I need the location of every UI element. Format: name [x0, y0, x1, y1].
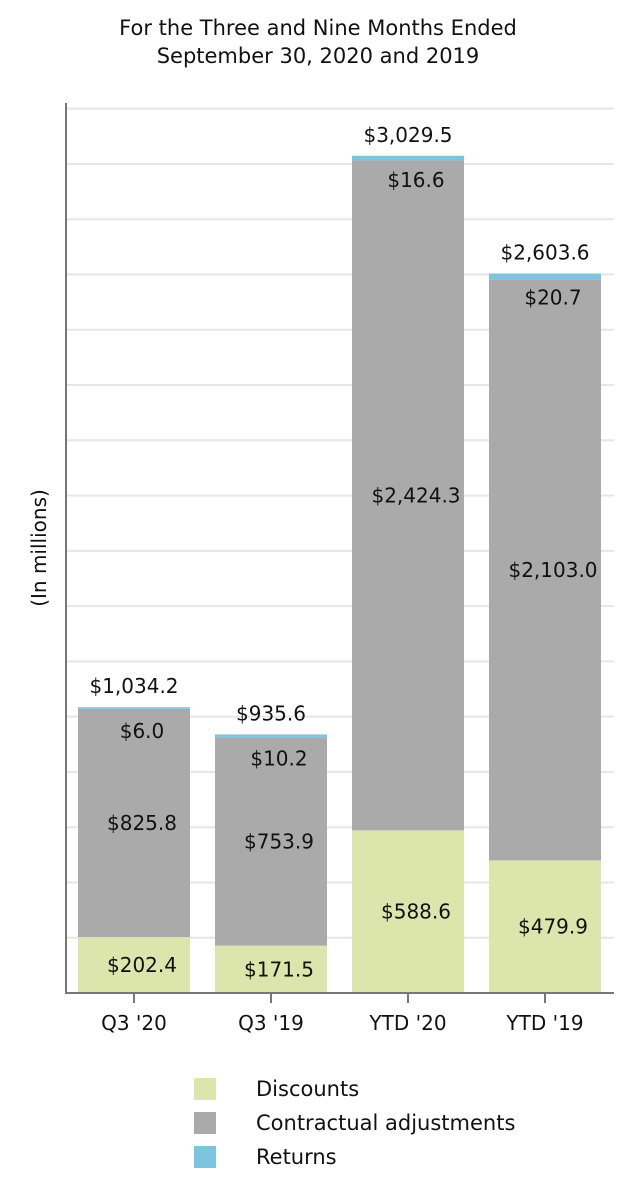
bar-returns-q3-19: [215, 734, 327, 738]
chart-title-line-2: September 30, 2020 and 2019: [156, 44, 480, 68]
axes: Q3 '20 Q3 '19 YTD '20 YTD '19 (In millions): [27, 103, 614, 1035]
x-tick-label: YTD '20: [368, 1011, 446, 1035]
bar-returns-ytd-19: [489, 273, 601, 280]
data-label-contractual-adjustments: $2,103.0: [508, 558, 597, 582]
x-tick-label: YTD '19: [505, 1011, 583, 1035]
legend-item-returns: Returns: [194, 1140, 515, 1174]
bar-contractual-adjustments-q3-19: [215, 737, 327, 946]
data-label-discounts: $479.9: [518, 915, 588, 939]
data-labels: $202.4 $825.8 $6.0 $1,034.2 $171.5 $753.9 $10.…: [89, 123, 597, 982]
bar-contractual-adjustments-ytd-19: [489, 279, 601, 861]
data-label-discounts: $588.6: [381, 900, 451, 924]
bar-discounts-ytd-19: [489, 860, 601, 993]
legend-swatch-discounts: [194, 1078, 216, 1100]
legend-item-contractual-adjustments: Contractual adjustments: [194, 1106, 515, 1140]
bar-returns-ytd-20: [352, 155, 464, 161]
data-label-contractual-adjustments: $2,424.3: [371, 483, 460, 507]
data-label-total: $2,603.6: [500, 240, 589, 264]
x-tick-label: Q3 '19: [238, 1011, 304, 1035]
data-label-total: $3,029.5: [363, 123, 452, 147]
bar-discounts-ytd-20: [352, 830, 464, 993]
data-label-total: $1,034.2: [89, 674, 178, 698]
data-label-returns: $20.7: [524, 285, 581, 309]
bar-discounts-q3-19: [215, 945, 327, 993]
bar-contractual-adjustments-q3-20: [78, 708, 190, 938]
data-label-contractual-adjustments: $825.8: [107, 811, 177, 835]
data-label-discounts: $171.5: [244, 957, 314, 981]
bar-contractual-adjustments-ytd-20: [352, 160, 464, 831]
bar-returns-q3-20: [78, 707, 190, 709]
legend-label-discounts: Discounts: [256, 1077, 360, 1101]
legend-swatch-contractual-adjustments: [194, 1112, 216, 1134]
legend: Discounts Contractual adjustments Return…: [194, 1072, 515, 1174]
data-label-discounts: $202.4: [107, 953, 177, 977]
x-tick-label: Q3 '20: [101, 1011, 167, 1035]
bar-discounts-q3-20: [78, 937, 190, 993]
chart-plot: $202.4 $825.8 $6.0 $1,034.2 $171.5 $753.9 $10.…: [27, 103, 614, 1035]
legend-label-contractual-adjustments: Contractual adjustments: [256, 1111, 516, 1135]
y-axis-label: (In millions): [27, 489, 51, 607]
data-label-returns: $6.0: [120, 719, 165, 743]
legend-label-returns: Returns: [256, 1145, 337, 1169]
chart-title-line-1: For the Three and Nine Months Ended: [119, 16, 517, 40]
bars: [78, 155, 601, 993]
chart-title: For the Three and Nine Months Ended Sept…: [0, 14, 634, 70]
data-label-contractual-adjustments: $753.9: [244, 829, 314, 853]
data-label-returns: $10.2: [250, 746, 307, 770]
data-label-returns: $16.6: [387, 168, 444, 192]
legend-item-discounts: Discounts: [194, 1072, 515, 1106]
legend-swatch-returns: [194, 1146, 216, 1168]
data-label-total: $935.6: [236, 701, 306, 725]
